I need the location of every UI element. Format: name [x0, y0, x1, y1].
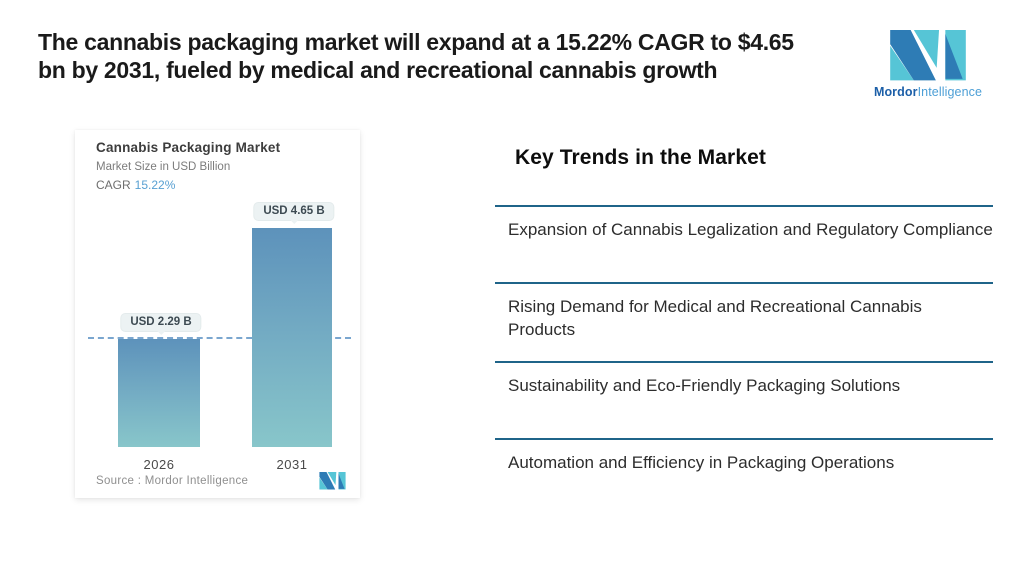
market-chart-card: Cannabis Packaging Market Market Size in…: [75, 130, 360, 498]
brand-logo: MordorIntelligence: [866, 30, 990, 99]
mordor-logo-mini-icon: [319, 472, 346, 490]
x-axis-label-2026: 2026: [143, 457, 175, 472]
trend-item-label: Expansion of Cannabis Legalization and R…: [508, 220, 993, 239]
chart-cagr: CAGR 15.22%: [96, 178, 175, 192]
headline-line-1: The cannabis packaging market will expan…: [38, 29, 794, 55]
trend-item: Expansion of Cannabis Legalization and R…: [495, 205, 993, 282]
page-title: The cannabis packaging market will expan…: [38, 28, 878, 84]
trend-item-label: Automation and Efficiency in Packaging O…: [508, 453, 895, 472]
brand-name-bold: Mordor: [873, 85, 918, 99]
cagr-label: CAGR: [96, 178, 131, 192]
x-axis-label-2031: 2031: [276, 457, 308, 472]
trend-item-label: Sustainability and Eco-Friendly Packagin…: [508, 376, 901, 395]
trend-item: Sustainability and Eco-Friendly Packagin…: [495, 361, 993, 438]
bar-value-label-2031: USD 4.65 B: [254, 203, 334, 220]
brand-name-light: Intelligence: [917, 85, 983, 99]
chart-subtitle: Market Size in USD Billion: [96, 161, 231, 173]
cagr-value: 15.22%: [134, 178, 176, 192]
trend-item: Rising Demand for Medical and Recreation…: [495, 282, 993, 361]
reference-dashed-line: [88, 337, 351, 339]
bar-value-label-2026: USD 2.29 B: [121, 314, 201, 331]
bar-2031: [252, 228, 332, 447]
trends-list: Expansion of Cannabis Legalization and R…: [495, 205, 993, 474]
chart-source-row: Source : Mordor Intelligence: [96, 472, 346, 490]
headline-line-2: bn by 2031, fueled by medical and recrea…: [38, 57, 718, 83]
bar-2026: [118, 339, 200, 447]
brand-wordmark: MordorIntelligence: [866, 85, 990, 99]
chart-title: Cannabis Packaging Market: [96, 140, 281, 155]
mordor-logo-icon: [890, 30, 966, 81]
trends-heading: Key Trends in the Market: [515, 146, 766, 169]
chart-source-text: Source : Mordor Intelligence: [96, 475, 249, 487]
trend-item-label: Rising Demand for Medical and Recreation…: [508, 297, 922, 339]
trend-item: Automation and Efficiency in Packaging O…: [495, 438, 993, 474]
